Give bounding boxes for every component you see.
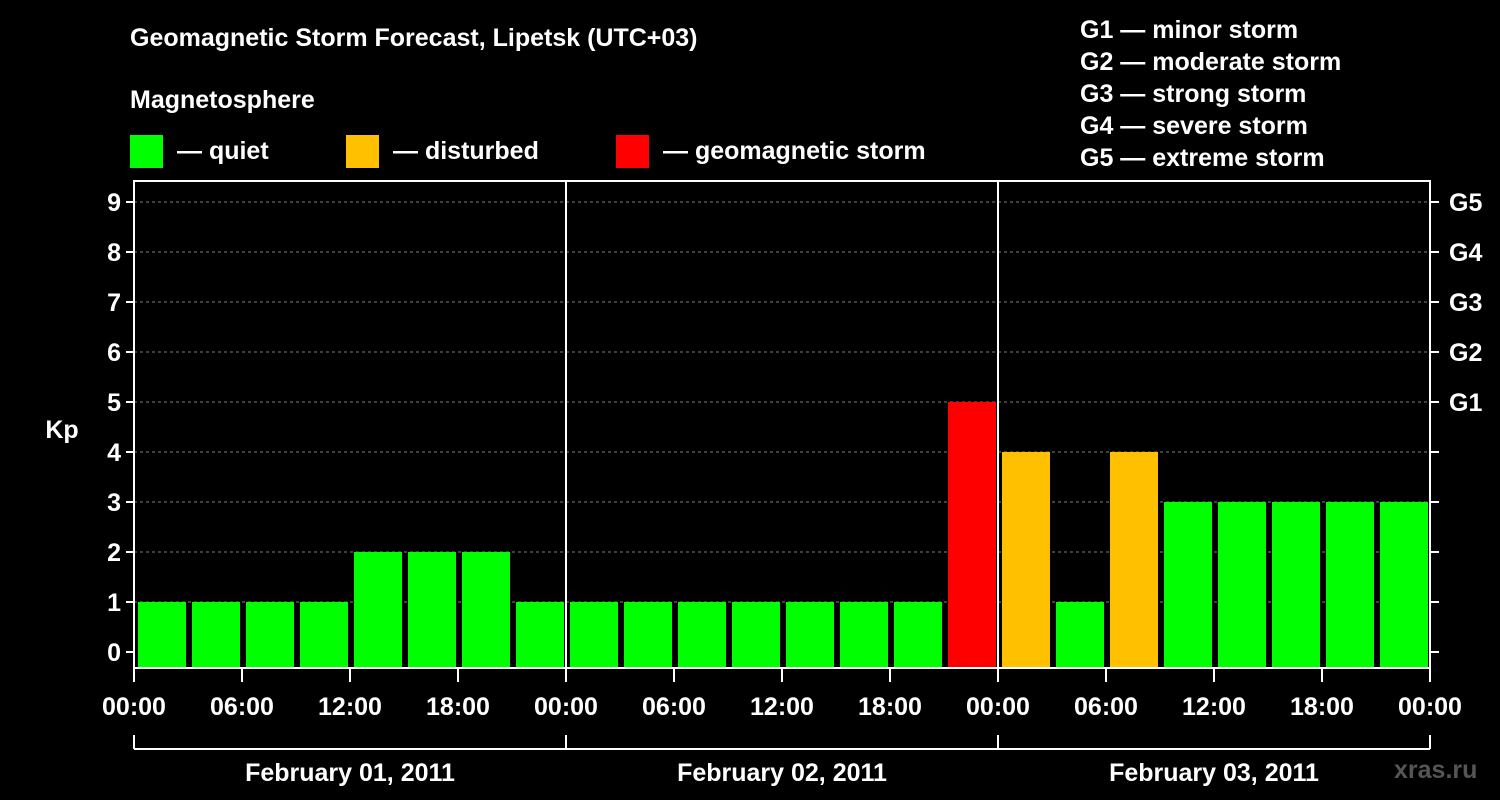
legend-swatch-storm [616,134,649,168]
storm-scale-g3: G3 — strong storm [1080,80,1307,108]
right-tick-label: G5 [1449,189,1482,217]
y-tick-label: 0 [107,639,121,667]
y-tick-label: 4 [107,439,121,467]
storm-scale-g4: G4 — severe storm [1080,112,1308,140]
storm-scale-legend: G1 — minor storm G2 — moderate storm G3 … [1080,14,1341,174]
y-tick-label: 3 [107,489,121,517]
kp-bar [840,602,888,668]
kp-bar [786,602,834,668]
y-tick-label: 1 [107,589,121,617]
x-tick-label: 00:00 [102,693,166,721]
legend-item-storm: — geomagnetic storm [616,134,926,168]
y-tick-label: 7 [107,289,121,317]
x-tick-label: 12:00 [318,693,382,721]
kp-bar [408,552,456,668]
kp-bar [624,602,672,668]
x-tick-label: 18:00 [858,693,922,721]
kp-bar [354,552,402,668]
kp-bar [570,602,618,668]
kp-bar [1110,452,1158,668]
x-tick-label: 06:00 [1074,693,1138,721]
day-label: February 03, 2011 [1109,759,1319,787]
y-axis-label: Kp [45,416,78,444]
kp-bar [516,602,564,668]
storm-scale-g5: G5 — extreme storm [1080,144,1325,172]
y-tick-label: 5 [107,389,121,417]
kp-bar [732,602,780,668]
x-tick-label: 12:00 [1182,693,1246,721]
x-tick-label: 18:00 [426,693,490,721]
legend-item-quiet: — quiet [130,134,269,168]
y-tick-label: 6 [107,339,121,367]
kp-bar [678,602,726,668]
watermark: xras.ru [1394,756,1478,784]
storm-scale-g1: G1 — minor storm [1080,16,1299,44]
legend-swatch-quiet [130,134,163,168]
x-tick-label: 18:00 [1290,693,1354,721]
kp-bar [1326,502,1374,668]
legend-item-disturbed: — disturbed [346,134,539,168]
kp-bar [1164,502,1212,668]
kp-bar [1272,502,1320,668]
kp-bar [246,602,294,668]
right-tick-label: G4 [1449,239,1482,267]
y-tick-label: 2 [107,539,121,567]
x-tick-label: 06:00 [210,693,274,721]
x-tick-label: 00:00 [966,693,1030,721]
day-label: February 01, 2011 [245,759,455,787]
kp-bar [1380,502,1428,668]
y-tick-label: 9 [107,189,121,217]
kp-bar [1002,452,1050,668]
legend-label-storm: — geomagnetic storm [663,136,926,165]
x-tick-label: 12:00 [750,693,814,721]
legend-swatch-disturbed [346,134,379,168]
kp-bar [894,602,942,668]
kp-bar [1056,602,1104,668]
right-tick-label: G3 [1449,289,1482,317]
legend-label-quiet: — quiet [177,136,269,165]
kp-bar [1218,502,1266,668]
kp-bar [462,552,510,668]
kp-bar [192,602,240,668]
day-label: February 02, 2011 [677,759,887,787]
kp-bar [948,402,996,668]
x-tick-label: 00:00 [534,693,598,721]
chart-title: Geomagnetic Storm Forecast, Lipetsk (UTC… [130,24,698,52]
x-tick-label: 06:00 [642,693,706,721]
storm-scale-g2: G2 — moderate storm [1080,48,1342,76]
legend-label-disturbed: — disturbed [393,136,539,165]
kp-bar [300,602,348,668]
right-tick-label: G1 [1449,389,1482,417]
y-tick-label: 8 [107,239,121,267]
x-tick-label: 00:00 [1398,693,1462,721]
magnetosphere-title: Magnetosphere [130,86,315,114]
kp-bar [138,602,186,668]
right-tick-label: G2 [1449,339,1482,367]
